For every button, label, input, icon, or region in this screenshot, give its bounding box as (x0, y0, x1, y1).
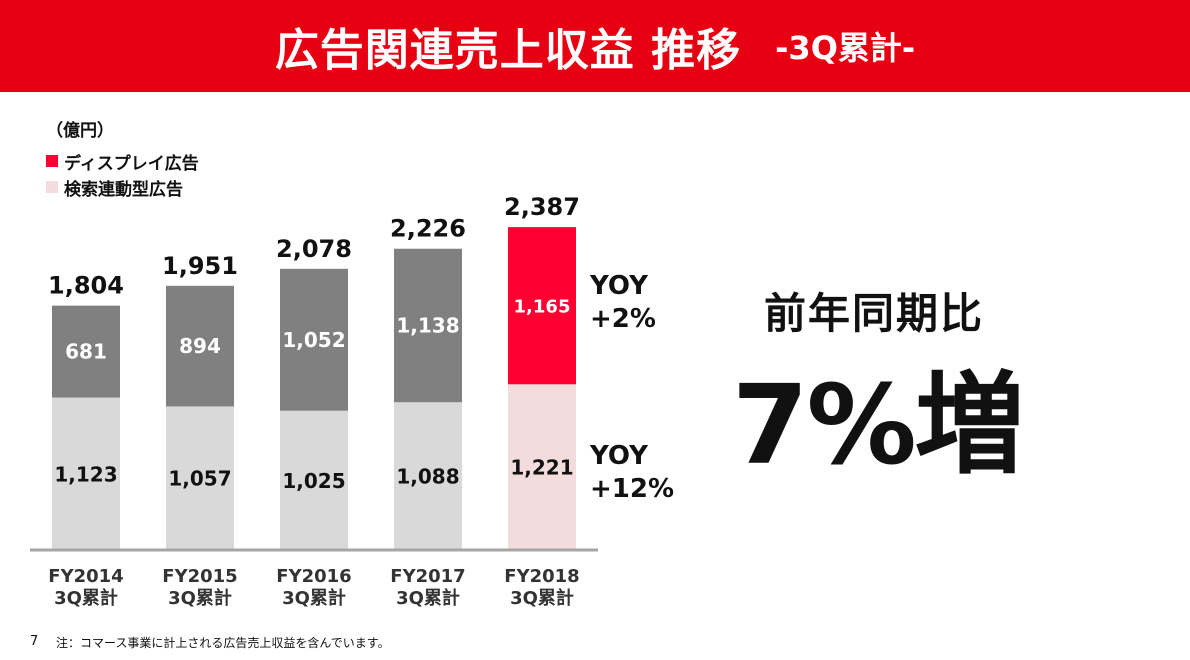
yoy-search: YOY +12% (590, 440, 674, 506)
footnote: 注：コマース事業に計上される広告売上収益を含んでいます。 (56, 636, 390, 650)
label-display-0: 681 (65, 340, 107, 364)
legend-item-display: ディスプレイ広告 (46, 148, 199, 174)
bar-search-0 (52, 397, 120, 549)
yoy-search-value: +12% (590, 474, 675, 504)
page-title: 広告関連売上収益 推移 (274, 25, 742, 76)
bar-search-2 (280, 410, 348, 549)
summary-value: 7%増 (732, 361, 1025, 489)
page-number: 7 (30, 634, 39, 649)
label-total-4: 2,387 (504, 193, 580, 221)
label-display-3: 1,138 (396, 313, 459, 337)
bar-display-4 (508, 227, 576, 385)
legend-label-search: 検索連動型広告 (64, 179, 183, 200)
bar-search-3 (394, 402, 462, 549)
legend-swatch-display (46, 155, 58, 167)
label-display-2: 1,052 (282, 328, 345, 352)
label-total-1: 1,951 (162, 252, 238, 280)
bar-search-1 (166, 406, 234, 549)
yoy-display-value: +2% (590, 304, 656, 334)
bar-search-4 (508, 384, 576, 549)
label-search-4: 1,221 (510, 456, 573, 480)
unit-label: （億円） (46, 121, 114, 141)
label-display-4: 1,165 (514, 297, 571, 318)
label-total-2: 2,078 (276, 235, 352, 263)
bar-display-3 (394, 248, 462, 403)
tick-label-year-0: FY2014 (48, 566, 123, 587)
page-subtitle: -3Q累計- (775, 29, 916, 67)
label-display-1: 894 (179, 334, 221, 358)
label-search-3: 1,088 (396, 465, 459, 489)
tick-label-year-3: FY2017 (390, 566, 465, 587)
yoy-search-label: YOY (590, 441, 648, 471)
legend-item-search: 検索連動型広告 (46, 174, 199, 200)
tick-label-period-4: 3Q累計 (510, 587, 574, 609)
label-search-0: 1,123 (54, 462, 117, 486)
bar-display-2 (280, 268, 348, 411)
tick-label-year-1: FY2015 (162, 566, 237, 587)
yoy-display: YOY +2% (590, 270, 656, 336)
tick-label-period-3: 3Q累計 (396, 587, 460, 609)
label-search-2: 1,025 (282, 469, 345, 493)
label-search-1: 1,057 (168, 467, 231, 491)
chart-legend: ディスプレイ広告 検索連動型広告 (46, 148, 199, 200)
title-banner: 広告関連売上収益 推移 -3Q累計- (0, 0, 1190, 92)
bar-display-0 (52, 305, 120, 398)
tick-label-period-2: 3Q累計 (282, 587, 346, 609)
legend-swatch-search (46, 181, 58, 193)
label-total-0: 1,804 (48, 272, 124, 300)
bar-display-1 (166, 285, 234, 407)
tick-label-year-2: FY2016 (276, 566, 351, 587)
tick-label-year-4: FY2018 (504, 566, 579, 587)
tick-label-period-0: 3Q累計 (54, 587, 118, 609)
tick-label-period-1: 3Q累計 (168, 587, 232, 609)
label-total-3: 2,226 (390, 215, 466, 243)
yoy-display-label: YOY (590, 271, 648, 301)
summary-label: 前年同期比 (764, 289, 985, 338)
legend-label-display: ディスプレイ広告 (64, 153, 199, 174)
